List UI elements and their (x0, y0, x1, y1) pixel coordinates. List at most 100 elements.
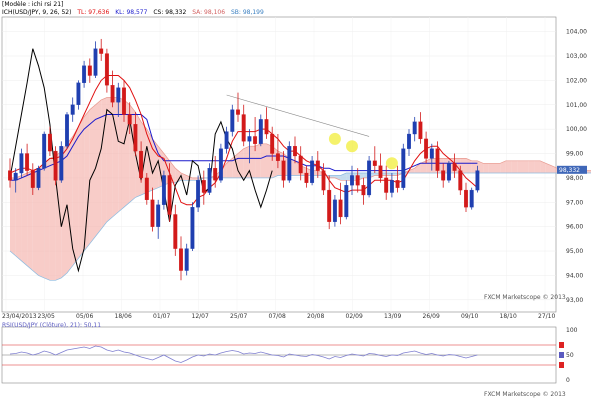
candle-body (270, 133, 275, 154)
candle-body (384, 177, 389, 193)
kumo-cloud-segment (483, 163, 489, 174)
ichimoku-legend: ICH(USD/JPY, 9, 26, 52) TL: 97,636 KL: 9… (2, 9, 268, 17)
x-tick-label: 05/06 (76, 313, 93, 320)
candle-body (30, 170, 35, 188)
candle-body (65, 114, 69, 147)
candle-body (36, 168, 41, 188)
kumo-cloud-segment (334, 175, 341, 181)
candle-body (207, 168, 212, 193)
kumo-cloud-segment (517, 160, 523, 174)
trendline (226, 94, 370, 137)
rsi-panel: 100 50 0 (1, 326, 578, 384)
candle-body (99, 48, 104, 54)
kumo-cloud-segment (152, 138, 159, 191)
candle-body (13, 172, 18, 181)
candle-body (418, 121, 423, 140)
candle-body (196, 180, 201, 208)
candle-body (167, 175, 172, 215)
x-tick-label: 12/07 (192, 313, 209, 320)
candle-body (70, 104, 75, 115)
rsi-upper-marker (559, 342, 564, 348)
x-tick-label: 26/09 (423, 313, 440, 320)
candle-body (190, 207, 195, 249)
kumo-cloud-segment (523, 160, 529, 174)
candle-body (378, 165, 383, 179)
highlight-marker (328, 132, 341, 145)
candle-body (218, 148, 223, 181)
kumo-cloud-segment (409, 168, 415, 174)
candle-body (275, 153, 280, 161)
candle-body (350, 175, 354, 186)
candle-body (315, 160, 320, 171)
candle-body (264, 119, 269, 135)
kumo-cloud-segment (426, 158, 432, 174)
x-tick-label: 18/10 (500, 313, 517, 320)
candle-body (332, 199, 337, 222)
kumo-cloud-segment (232, 153, 238, 178)
candle-body (412, 121, 417, 135)
candle-body (446, 163, 451, 181)
kumo-cloud-segment (260, 143, 267, 178)
candle-body (224, 131, 229, 149)
candle-body (116, 87, 121, 103)
ichimoku-pair-label: ICH(USD/JPY, 9, 26, 52) (2, 9, 72, 16)
model-label: [Modèle : ichi rsi 21] (2, 1, 64, 8)
kumo-cloud-segment (78, 116, 85, 259)
rsi-value-marker (559, 352, 564, 358)
candle-body (144, 177, 149, 201)
candle-body (253, 136, 258, 144)
kumo-cloud-segment (55, 151, 62, 281)
candle-body (139, 150, 144, 179)
kumo-cloud-segment (72, 126, 79, 266)
main-plot-frame (1, 16, 557, 313)
candle-body (441, 170, 446, 181)
candle-body (321, 170, 326, 191)
kumo-cloud-segment (21, 173, 28, 266)
candle-body (87, 65, 92, 76)
current-price-label: 98,332 (559, 167, 580, 174)
x-tick-label: 20/08 (307, 313, 324, 320)
kumo-cloud-segment (528, 160, 535, 174)
y-tick-label: 104,00 (566, 29, 587, 36)
kumo-cloud-segment (238, 148, 244, 178)
candle-body (184, 248, 189, 271)
candle-body (424, 138, 429, 159)
x-tick-label: 13/09 (384, 313, 401, 320)
x-tick-label: 25/07 (230, 313, 247, 320)
kumo-cloud-segment (505, 160, 512, 174)
y-tick-label: 99,00 (566, 151, 583, 158)
kumo-cloud-segment (255, 143, 261, 178)
candle-body (150, 199, 155, 227)
candle-body (53, 150, 58, 181)
x-tick-label: 23/04/2013 (2, 313, 37, 320)
candle-body (133, 124, 138, 152)
candle-body (327, 189, 332, 222)
candle-body (401, 148, 406, 188)
candle-body (42, 133, 47, 169)
candle-body (161, 175, 166, 205)
candle-body (475, 170, 480, 191)
candle-body (179, 248, 183, 271)
kumo-cloud-segment (192, 177, 199, 181)
highlight-marker (385, 157, 398, 170)
kumo-cloud-segment (67, 136, 73, 273)
candle-body (281, 160, 286, 181)
kumo-cloud-segment (477, 160, 484, 174)
x-tick-label: 07/08 (269, 313, 286, 320)
kumo-cloud-segment (391, 173, 398, 176)
kumo-cloud-segment (84, 109, 90, 252)
kumo-cloud-segment (460, 158, 466, 174)
candle-body (389, 180, 394, 193)
rsi-tick-label: 50 (566, 352, 574, 359)
candle-body (452, 163, 457, 171)
candle-body (76, 82, 81, 105)
candle-body (8, 170, 12, 181)
y-tick-label: 98,00 (566, 175, 583, 182)
candle-body (25, 153, 30, 171)
kumo-cloud-segment (32, 168, 39, 276)
candle-body (367, 160, 372, 196)
candle-body (298, 155, 303, 174)
candle-body (407, 133, 411, 149)
kumo-cloud-segment (488, 163, 495, 174)
y-tick-label: 101,00 (566, 102, 587, 109)
